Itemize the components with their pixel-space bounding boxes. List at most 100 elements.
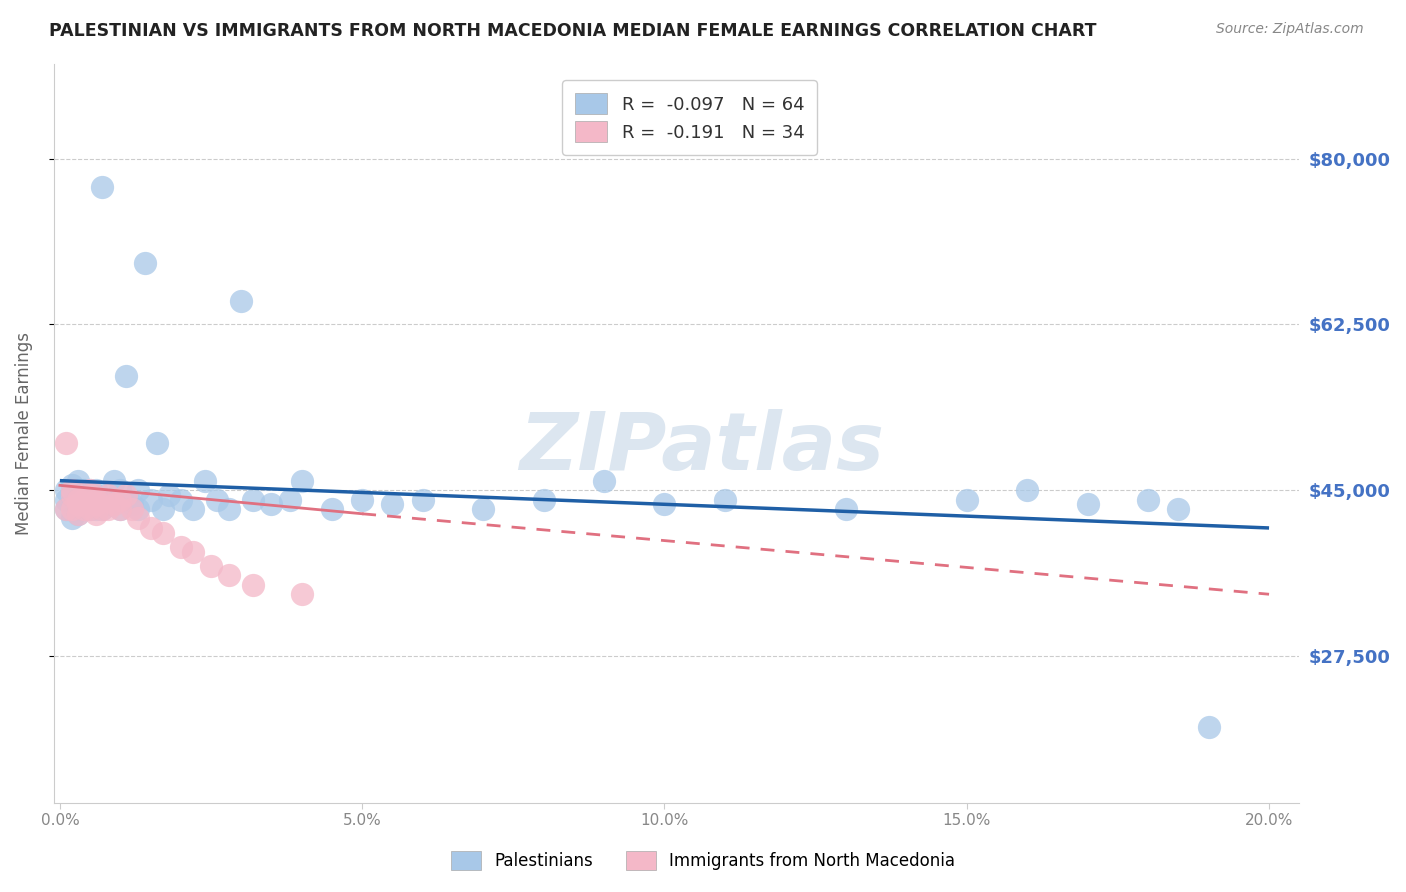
Point [134, 256, 156, 270]
Point [291, 474, 314, 488]
Point [110, 492, 132, 507]
Point [127, 502, 149, 516]
Point [242, 492, 264, 507]
Point [381, 497, 404, 511]
Point [60, 511, 83, 525]
Point [1017, 483, 1039, 497]
Point [152, 502, 174, 516]
Point [84, 497, 107, 511]
Point [91, 502, 114, 516]
Point [55, 435, 77, 450]
Point [242, 578, 264, 592]
Point [66, 507, 89, 521]
Point [127, 511, 149, 525]
Point [260, 497, 283, 511]
Point [60, 497, 83, 511]
Point [321, 502, 343, 516]
Point [194, 474, 217, 488]
Point [593, 474, 616, 488]
Point [91, 492, 114, 507]
Point [110, 502, 132, 516]
Point [60, 488, 83, 502]
Point [278, 492, 301, 507]
Point [84, 492, 107, 507]
Point [139, 492, 162, 507]
Point [170, 492, 193, 507]
Point [103, 474, 125, 488]
Point [218, 502, 240, 516]
Point [121, 502, 143, 516]
Point [60, 483, 83, 497]
Point [73, 502, 96, 516]
Point [60, 502, 83, 516]
Point [97, 502, 120, 516]
Point [55, 483, 77, 497]
Point [835, 502, 858, 516]
Point [73, 492, 96, 507]
Point [60, 478, 83, 492]
Point [231, 293, 253, 308]
Point [412, 492, 434, 507]
Point [103, 497, 125, 511]
Point [84, 488, 107, 502]
Point [181, 502, 204, 516]
Point [66, 502, 89, 516]
Point [97, 488, 120, 502]
Point [200, 558, 222, 573]
Point [115, 488, 138, 502]
Point [66, 492, 89, 507]
Point [145, 435, 167, 450]
Point [121, 497, 143, 511]
Point [115, 369, 138, 384]
Text: ZIPatlas: ZIPatlas [519, 409, 884, 487]
Point [218, 568, 240, 582]
Y-axis label: Median Female Earnings: Median Female Earnings [15, 332, 32, 535]
Point [714, 492, 737, 507]
Legend: R =  -0.097   N = 64, R =  -0.191   N = 34: R = -0.097 N = 64, R = -0.191 N = 34 [562, 80, 817, 154]
Point [79, 492, 101, 507]
Point [1137, 492, 1160, 507]
Point [55, 502, 77, 516]
Point [127, 483, 149, 497]
Point [66, 507, 89, 521]
Point [1198, 720, 1220, 734]
Point [110, 502, 132, 516]
Point [291, 587, 314, 601]
Point [55, 492, 77, 507]
Point [73, 497, 96, 511]
Point [79, 483, 101, 497]
Point [352, 492, 374, 507]
Point [97, 497, 120, 511]
Point [79, 502, 101, 516]
Point [152, 525, 174, 540]
Point [103, 492, 125, 507]
Point [1077, 497, 1099, 511]
Point [84, 502, 107, 516]
Point [66, 492, 89, 507]
Point [73, 483, 96, 497]
Point [66, 492, 89, 507]
Point [66, 474, 89, 488]
Point [139, 521, 162, 535]
Point [55, 502, 77, 516]
Point [66, 497, 89, 511]
Point [181, 544, 204, 558]
Point [84, 507, 107, 521]
Point [97, 492, 120, 507]
Point [79, 483, 101, 497]
Point [91, 502, 114, 516]
Point [205, 492, 228, 507]
Point [79, 502, 101, 516]
Point [956, 492, 979, 507]
Point [60, 488, 83, 502]
Point [654, 497, 676, 511]
Legend: Palestinians, Immigrants from North Macedonia: Palestinians, Immigrants from North Mace… [444, 844, 962, 877]
Point [157, 488, 180, 502]
Point [73, 492, 96, 507]
Point [1167, 502, 1189, 516]
Point [79, 488, 101, 502]
Point [110, 483, 132, 497]
Point [533, 492, 555, 507]
Point [91, 180, 114, 194]
Point [170, 540, 193, 554]
